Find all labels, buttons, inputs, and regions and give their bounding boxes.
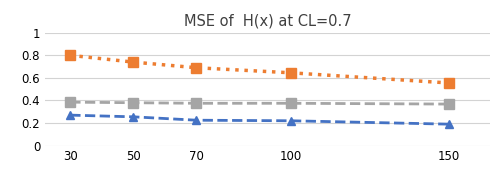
- Title: MSE of  H(x) at CL=0.7: MSE of H(x) at CL=0.7: [184, 14, 352, 29]
